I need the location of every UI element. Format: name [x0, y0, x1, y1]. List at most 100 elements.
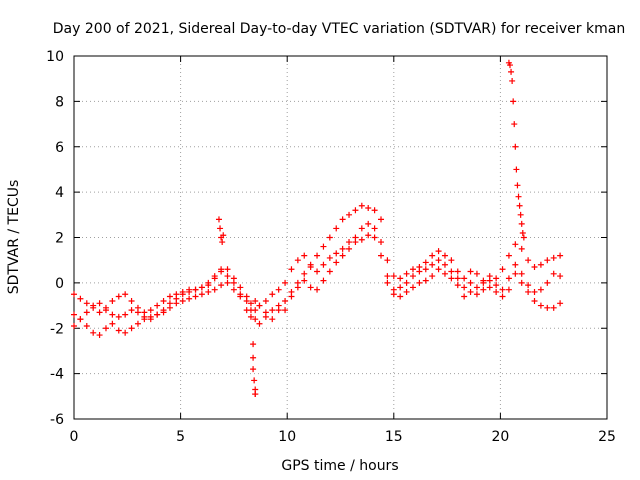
data-point — [115, 327, 122, 334]
data-point — [429, 261, 436, 268]
data-point — [243, 298, 250, 305]
data-point — [505, 275, 512, 282]
data-point — [512, 143, 519, 150]
data-point — [454, 282, 461, 289]
plot-frame — [73, 55, 608, 420]
data-point — [346, 211, 353, 218]
data-point — [525, 257, 532, 264]
data-point — [467, 268, 474, 275]
data-point — [198, 291, 205, 298]
data-point — [371, 207, 378, 214]
data-point — [499, 286, 506, 293]
data-point — [550, 254, 557, 261]
data-point — [416, 268, 423, 275]
y-axis-label: SDTVAR / TECUs — [6, 180, 22, 295]
data-point — [160, 298, 167, 305]
data-point — [371, 225, 378, 232]
data-point — [122, 291, 129, 298]
data-point — [205, 288, 212, 295]
data-point — [537, 261, 544, 268]
data-point — [186, 288, 193, 295]
data-point — [435, 266, 442, 273]
data-point — [166, 304, 173, 311]
data-point — [320, 243, 327, 250]
data-point — [506, 62, 513, 69]
data-point — [96, 300, 103, 307]
data-point — [339, 216, 346, 223]
data-point — [516, 202, 523, 209]
x-tick-label: 20 — [491, 429, 509, 445]
data-point — [544, 279, 551, 286]
y-tick-label: 2 — [55, 231, 64, 247]
data-point — [102, 307, 109, 314]
data-point — [269, 307, 276, 314]
data-point — [454, 275, 461, 282]
data-point — [115, 313, 122, 320]
data-point — [275, 302, 282, 309]
data-point — [544, 257, 551, 264]
data-point — [96, 332, 103, 339]
y-tick-label: -2 — [50, 321, 64, 337]
data-point — [256, 320, 263, 327]
data-point — [371, 234, 378, 241]
data-point — [403, 279, 410, 286]
data-point — [508, 68, 515, 75]
data-point — [519, 229, 526, 236]
data-point — [525, 282, 532, 289]
data-point — [282, 307, 289, 314]
data-point — [499, 293, 506, 300]
data-point — [71, 322, 77, 329]
data-point — [429, 252, 436, 259]
data-point — [441, 252, 448, 259]
data-point — [467, 288, 474, 295]
data-point — [537, 302, 544, 309]
data-point — [537, 286, 544, 293]
data-point — [365, 232, 372, 239]
data-point — [441, 270, 448, 277]
data-point — [294, 284, 301, 291]
data-point — [192, 286, 199, 293]
data-point — [134, 309, 141, 316]
data-point — [314, 268, 321, 275]
data-point — [346, 245, 353, 252]
data-point — [512, 270, 519, 277]
data-point — [448, 268, 455, 275]
data-point — [282, 279, 289, 286]
data-point — [409, 284, 416, 291]
data-point — [326, 268, 333, 275]
data-point — [219, 239, 226, 246]
data-point — [339, 252, 346, 259]
data-point — [230, 286, 237, 293]
data-point — [247, 313, 254, 320]
data-point — [365, 220, 372, 227]
data-point — [218, 282, 225, 289]
data-point — [301, 277, 308, 284]
data-point — [77, 316, 84, 323]
data-point — [77, 295, 84, 302]
y-tick-label: 4 — [55, 185, 64, 201]
data-point — [237, 291, 244, 298]
data-point — [473, 291, 480, 298]
data-point — [217, 225, 224, 232]
data-point — [505, 286, 512, 293]
data-point — [512, 261, 519, 268]
data-point — [147, 313, 154, 320]
data-point — [269, 291, 276, 298]
data-point — [403, 288, 410, 295]
data-point — [422, 259, 429, 266]
data-point — [247, 300, 254, 307]
data-point — [166, 293, 173, 300]
data-point — [252, 391, 259, 398]
x-tick-label: 5 — [176, 429, 185, 445]
data-point — [122, 329, 129, 336]
data-point — [83, 322, 90, 329]
data-point — [531, 263, 538, 270]
data-point — [230, 275, 237, 282]
data-point — [384, 257, 391, 264]
data-point — [448, 257, 455, 264]
data-point — [403, 270, 410, 277]
data-point — [461, 275, 468, 282]
data-point — [352, 207, 359, 214]
data-point — [218, 266, 225, 273]
